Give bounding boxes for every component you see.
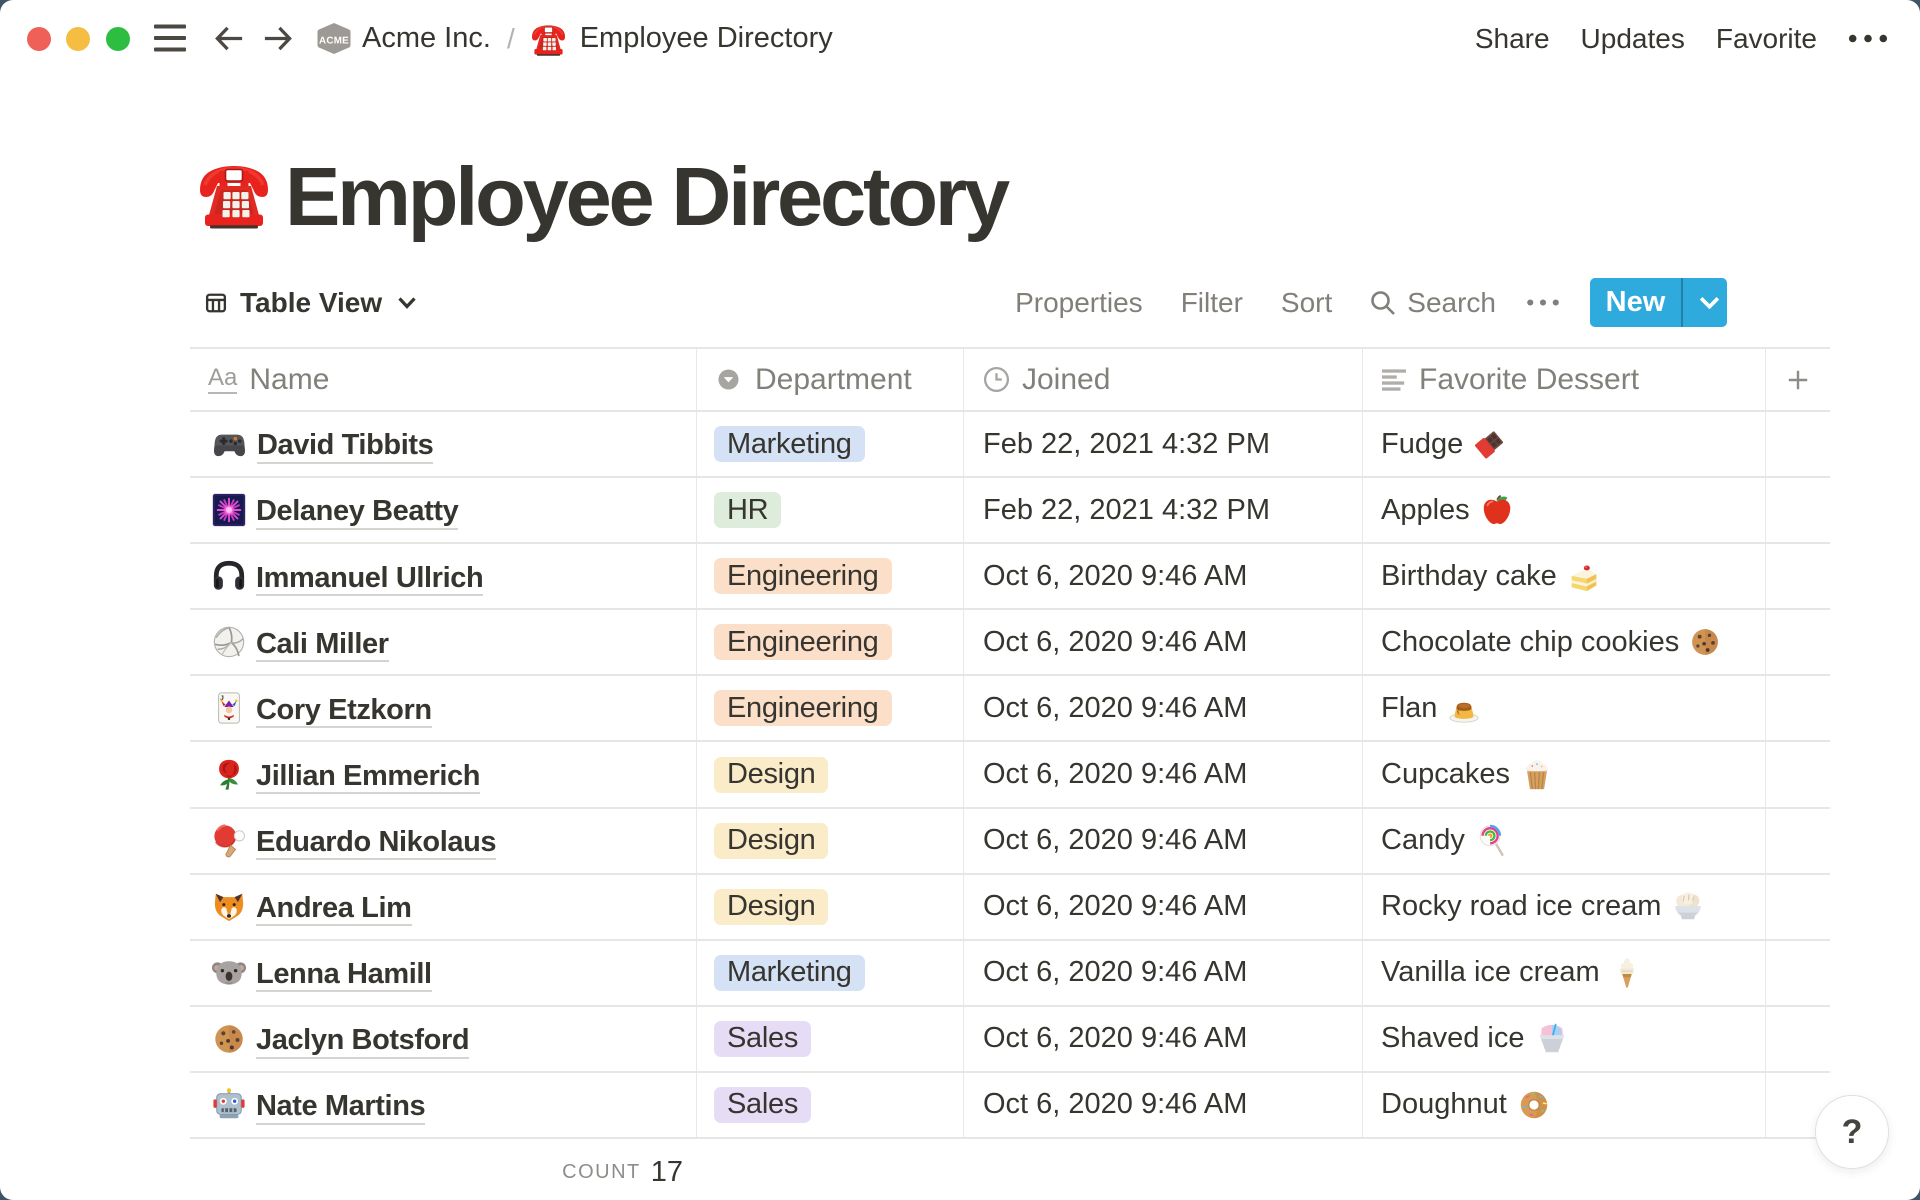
svg-text:J: J xyxy=(220,695,224,702)
svg-text:ACME: ACME xyxy=(319,36,349,47)
